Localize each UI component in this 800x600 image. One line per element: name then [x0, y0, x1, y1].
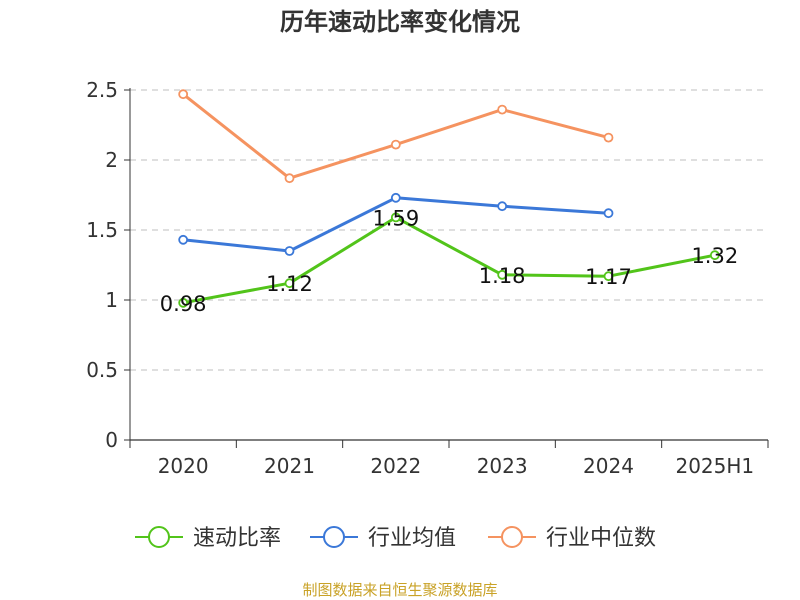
legend-swatch-marker: [501, 526, 523, 548]
y-tick-label: 1.5: [86, 218, 118, 242]
data-point: [390, 212, 401, 223]
data-point: [284, 173, 295, 184]
data-label: 1.17: [585, 265, 632, 289]
data-point: [497, 201, 508, 212]
y-tick-label: 0.5: [86, 358, 118, 382]
x-tick-label: 2023: [477, 454, 528, 478]
grid: [130, 89, 768, 371]
legend-label: 行业均值: [368, 526, 456, 551]
legend: 速动比率 行业均值 行业中位数: [135, 526, 656, 551]
y-tick-label: 0: [105, 428, 118, 452]
data-label: 1.12: [266, 272, 313, 296]
legend-item: 行业均值: [310, 526, 456, 551]
legend-swatch-marker: [148, 526, 170, 548]
y-tick-label: 2: [105, 148, 118, 172]
legend-item: 行业中位数: [488, 526, 656, 551]
series-line-0: [182, 215, 716, 305]
data-point: [497, 104, 508, 115]
data-point: [390, 139, 401, 150]
legend-item: 速动比率: [135, 526, 281, 551]
data-point: [178, 234, 189, 245]
data-label: 0.98: [160, 292, 207, 316]
data-label: 1.59: [372, 206, 419, 230]
data-point: [603, 208, 614, 219]
data-point: [284, 278, 295, 289]
legend-swatch-marker: [323, 526, 345, 548]
data-labels: 0.98 1.12 1.59 1.18 1.17 1.32: [160, 206, 738, 315]
data-label: 1.18: [479, 264, 526, 288]
series-line-2: [182, 93, 609, 180]
y-tick-label: 2.5: [86, 78, 118, 102]
legend-label: 速动比率: [193, 526, 281, 551]
data-point: [178, 297, 189, 308]
x-tick-label: 2021: [264, 454, 315, 478]
data-label: 1.32: [691, 244, 738, 268]
data-point: [178, 89, 189, 100]
y-tick-label: 1: [105, 288, 118, 312]
data-point: [603, 271, 614, 282]
axes: 0 0.5 1 1.5 2 2.5 2020 2021 2022 2023 2024 2025H1: [86, 78, 769, 478]
x-tick-label: 2025H1: [675, 454, 754, 478]
chart-title: 历年速动比率变化情况: [280, 8, 520, 36]
series-layer: [178, 89, 720, 308]
legend-label: 行业中位数: [546, 526, 656, 551]
data-point: [390, 192, 401, 203]
source-note: 制图数据来自恒生聚源数据库: [302, 581, 497, 599]
x-tick-label: 2020: [158, 454, 209, 478]
data-point: [709, 250, 720, 261]
data-point: [603, 132, 614, 143]
data-point: [284, 246, 295, 256]
x-tick-label: 2022: [370, 454, 421, 478]
data-point: [497, 269, 508, 280]
x-tick-label: 2024: [583, 454, 634, 478]
